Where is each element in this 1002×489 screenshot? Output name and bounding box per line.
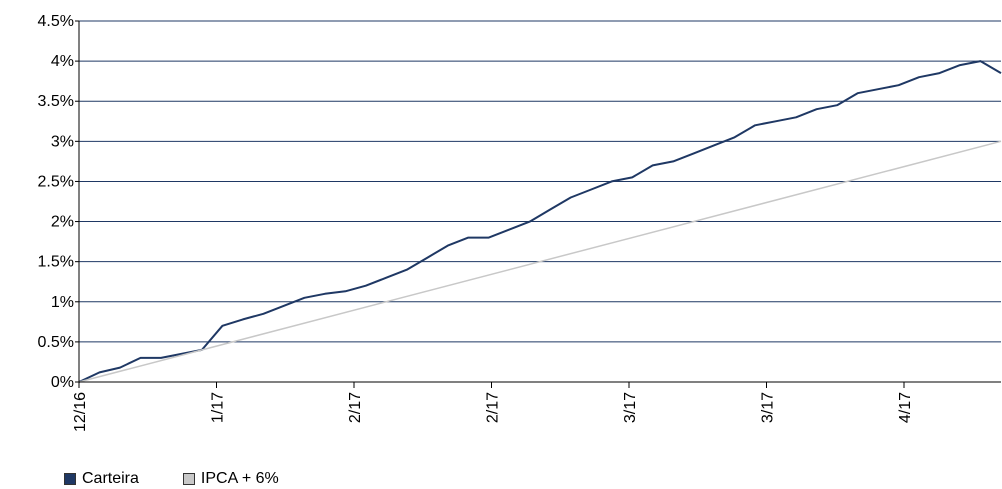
y-tick-label: 0.5% xyxy=(38,334,74,351)
y-tick-label: 4% xyxy=(51,53,74,70)
legend-label-ipca: IPCA + 6% xyxy=(200,470,279,487)
x-tick-label: 4/17 xyxy=(897,392,914,423)
legend-item-carteira: Carteira xyxy=(64,470,139,488)
y-tick-label: 1% xyxy=(51,294,74,311)
axes xyxy=(75,20,1001,388)
grid-lines xyxy=(79,20,1001,343)
y-tick-label: 2.5% xyxy=(38,173,74,190)
y-tick-label: 1.5% xyxy=(38,254,74,271)
x-axis-tick-labels: 12/16 1/17 2/17 2/17 3/17 3/17 4/17 xyxy=(72,392,914,432)
x-tick-label: 1/17 xyxy=(210,392,227,423)
y-tick-label: 2% xyxy=(51,214,74,231)
series-line-ipca xyxy=(78,140,1002,383)
x-tick-label: 12/16 xyxy=(72,392,89,432)
x-tick-label: 3/17 xyxy=(760,392,777,423)
x-tick-label: 3/17 xyxy=(622,392,639,423)
y-axis-tick-labels: 0% 0.5% 1% 1.5% 2% 2.5% 3% 3.5% 4% 4.5% xyxy=(38,13,74,391)
y-tick-label: 3.5% xyxy=(38,93,74,110)
series-line-carteira xyxy=(78,60,1002,383)
series-lines xyxy=(78,60,1002,383)
legend-label-carteira: Carteira xyxy=(82,470,139,487)
y-tick-label: 0% xyxy=(51,374,74,391)
legend-swatch-ipca xyxy=(182,473,195,485)
x-tick-label: 2/17 xyxy=(347,392,364,423)
x-tick-label: 2/17 xyxy=(485,392,502,423)
legend-item-ipca: IPCA + 6% xyxy=(182,470,279,488)
y-tick-label: 3% xyxy=(51,133,74,150)
legend-swatch-carteira xyxy=(64,473,76,485)
legend: Carteira IPCA + 6% xyxy=(64,470,279,488)
y-tick-label: 4.5% xyxy=(38,13,74,30)
